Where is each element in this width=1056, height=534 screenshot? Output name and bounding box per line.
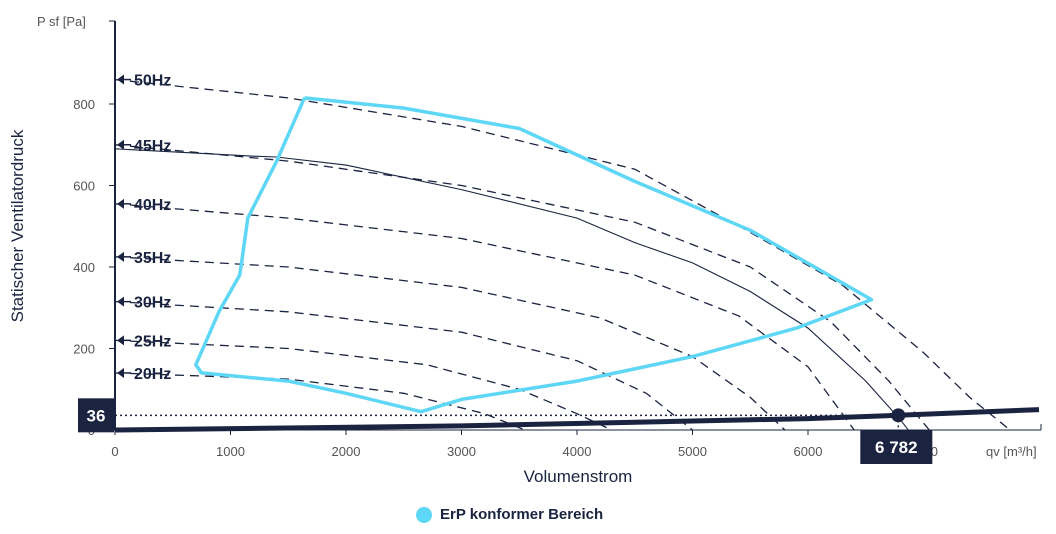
x-axis-unit: qv [m³/h] — [986, 444, 1037, 459]
speed-label: 20Hz — [134, 366, 171, 383]
y-axis-title: Statischer Ventilatordruck — [8, 129, 27, 322]
speed-arrow-head — [117, 251, 124, 262]
speed-label: 45Hz — [134, 138, 171, 155]
speed-arrow-head — [117, 198, 124, 209]
x-tick-label: 2000 — [332, 444, 361, 459]
y-tick-label: 400 — [73, 260, 95, 275]
speed-label: 50Hz — [134, 73, 171, 90]
system-curve — [114, 407, 1040, 433]
speed-arrow-head — [117, 296, 124, 307]
fan-performance-chart: 01000200030004000500060007000 0200400600… — [8, 14, 1042, 486]
speed-label: 25Hz — [134, 333, 171, 350]
operating-y-badge — [78, 398, 114, 433]
speed-label: 35Hz — [134, 250, 171, 267]
speed-curves — [114, 78, 1011, 431]
operating-point-marker — [891, 408, 906, 423]
speed-curve-25hz — [114, 339, 612, 431]
y-tick-label: 600 — [73, 179, 95, 194]
speed-arrow-head — [117, 367, 124, 378]
y-axis-unit: P sf [Pa] — [37, 14, 86, 29]
y-tick-label: 200 — [73, 342, 95, 357]
speed-arrow-head — [117, 139, 124, 150]
x-tick-label: 6000 — [794, 444, 823, 459]
speed-label: 30Hz — [134, 295, 171, 312]
speed-labels: 50Hz 45Hz 40Hz 35Hz 30Hz 25Hz 20Hz — [117, 73, 171, 383]
speed-curve-30hz — [114, 300, 693, 431]
speed-curve-45hz — [114, 144, 930, 431]
system-curve-group — [114, 407, 1040, 433]
operating-y-value: 36 — [87, 406, 106, 425]
operating-x-value: 6 782 — [875, 438, 918, 457]
speed-label: 40Hz — [134, 197, 171, 214]
x-tick-label: 0 — [111, 444, 118, 459]
legend-erp-label: ErP konformer Bereich — [440, 506, 604, 523]
x-tick-label: 5000 — [678, 444, 707, 459]
speed-curve-35hz — [114, 256, 786, 431]
erp-region-outline — [194, 96, 874, 414]
operating-point-group: 36 6 782 — [78, 398, 933, 464]
y-tick-label: 800 — [73, 97, 95, 112]
max-speed-curve — [114, 148, 919, 443]
x-tick-label: 4000 — [563, 444, 592, 459]
erp-region-group — [194, 96, 874, 414]
x-tick-label: 3000 — [447, 444, 476, 459]
operating-x-badge — [860, 430, 933, 464]
speed-curve-40hz — [114, 203, 855, 431]
speed-curve-20hz — [114, 372, 526, 431]
x-tick-label: 1000 — [216, 444, 245, 459]
speed-arrow-head — [117, 335, 124, 346]
legend[interactable]: ErP konformer Bereich — [416, 506, 603, 523]
speed-arrow-head — [117, 74, 124, 85]
speed-curve-50hz — [114, 78, 1011, 431]
legend-erp-marker — [416, 506, 432, 523]
x-axis-title: Volumenstrom — [524, 467, 633, 486]
max-curve-group — [114, 148, 919, 443]
